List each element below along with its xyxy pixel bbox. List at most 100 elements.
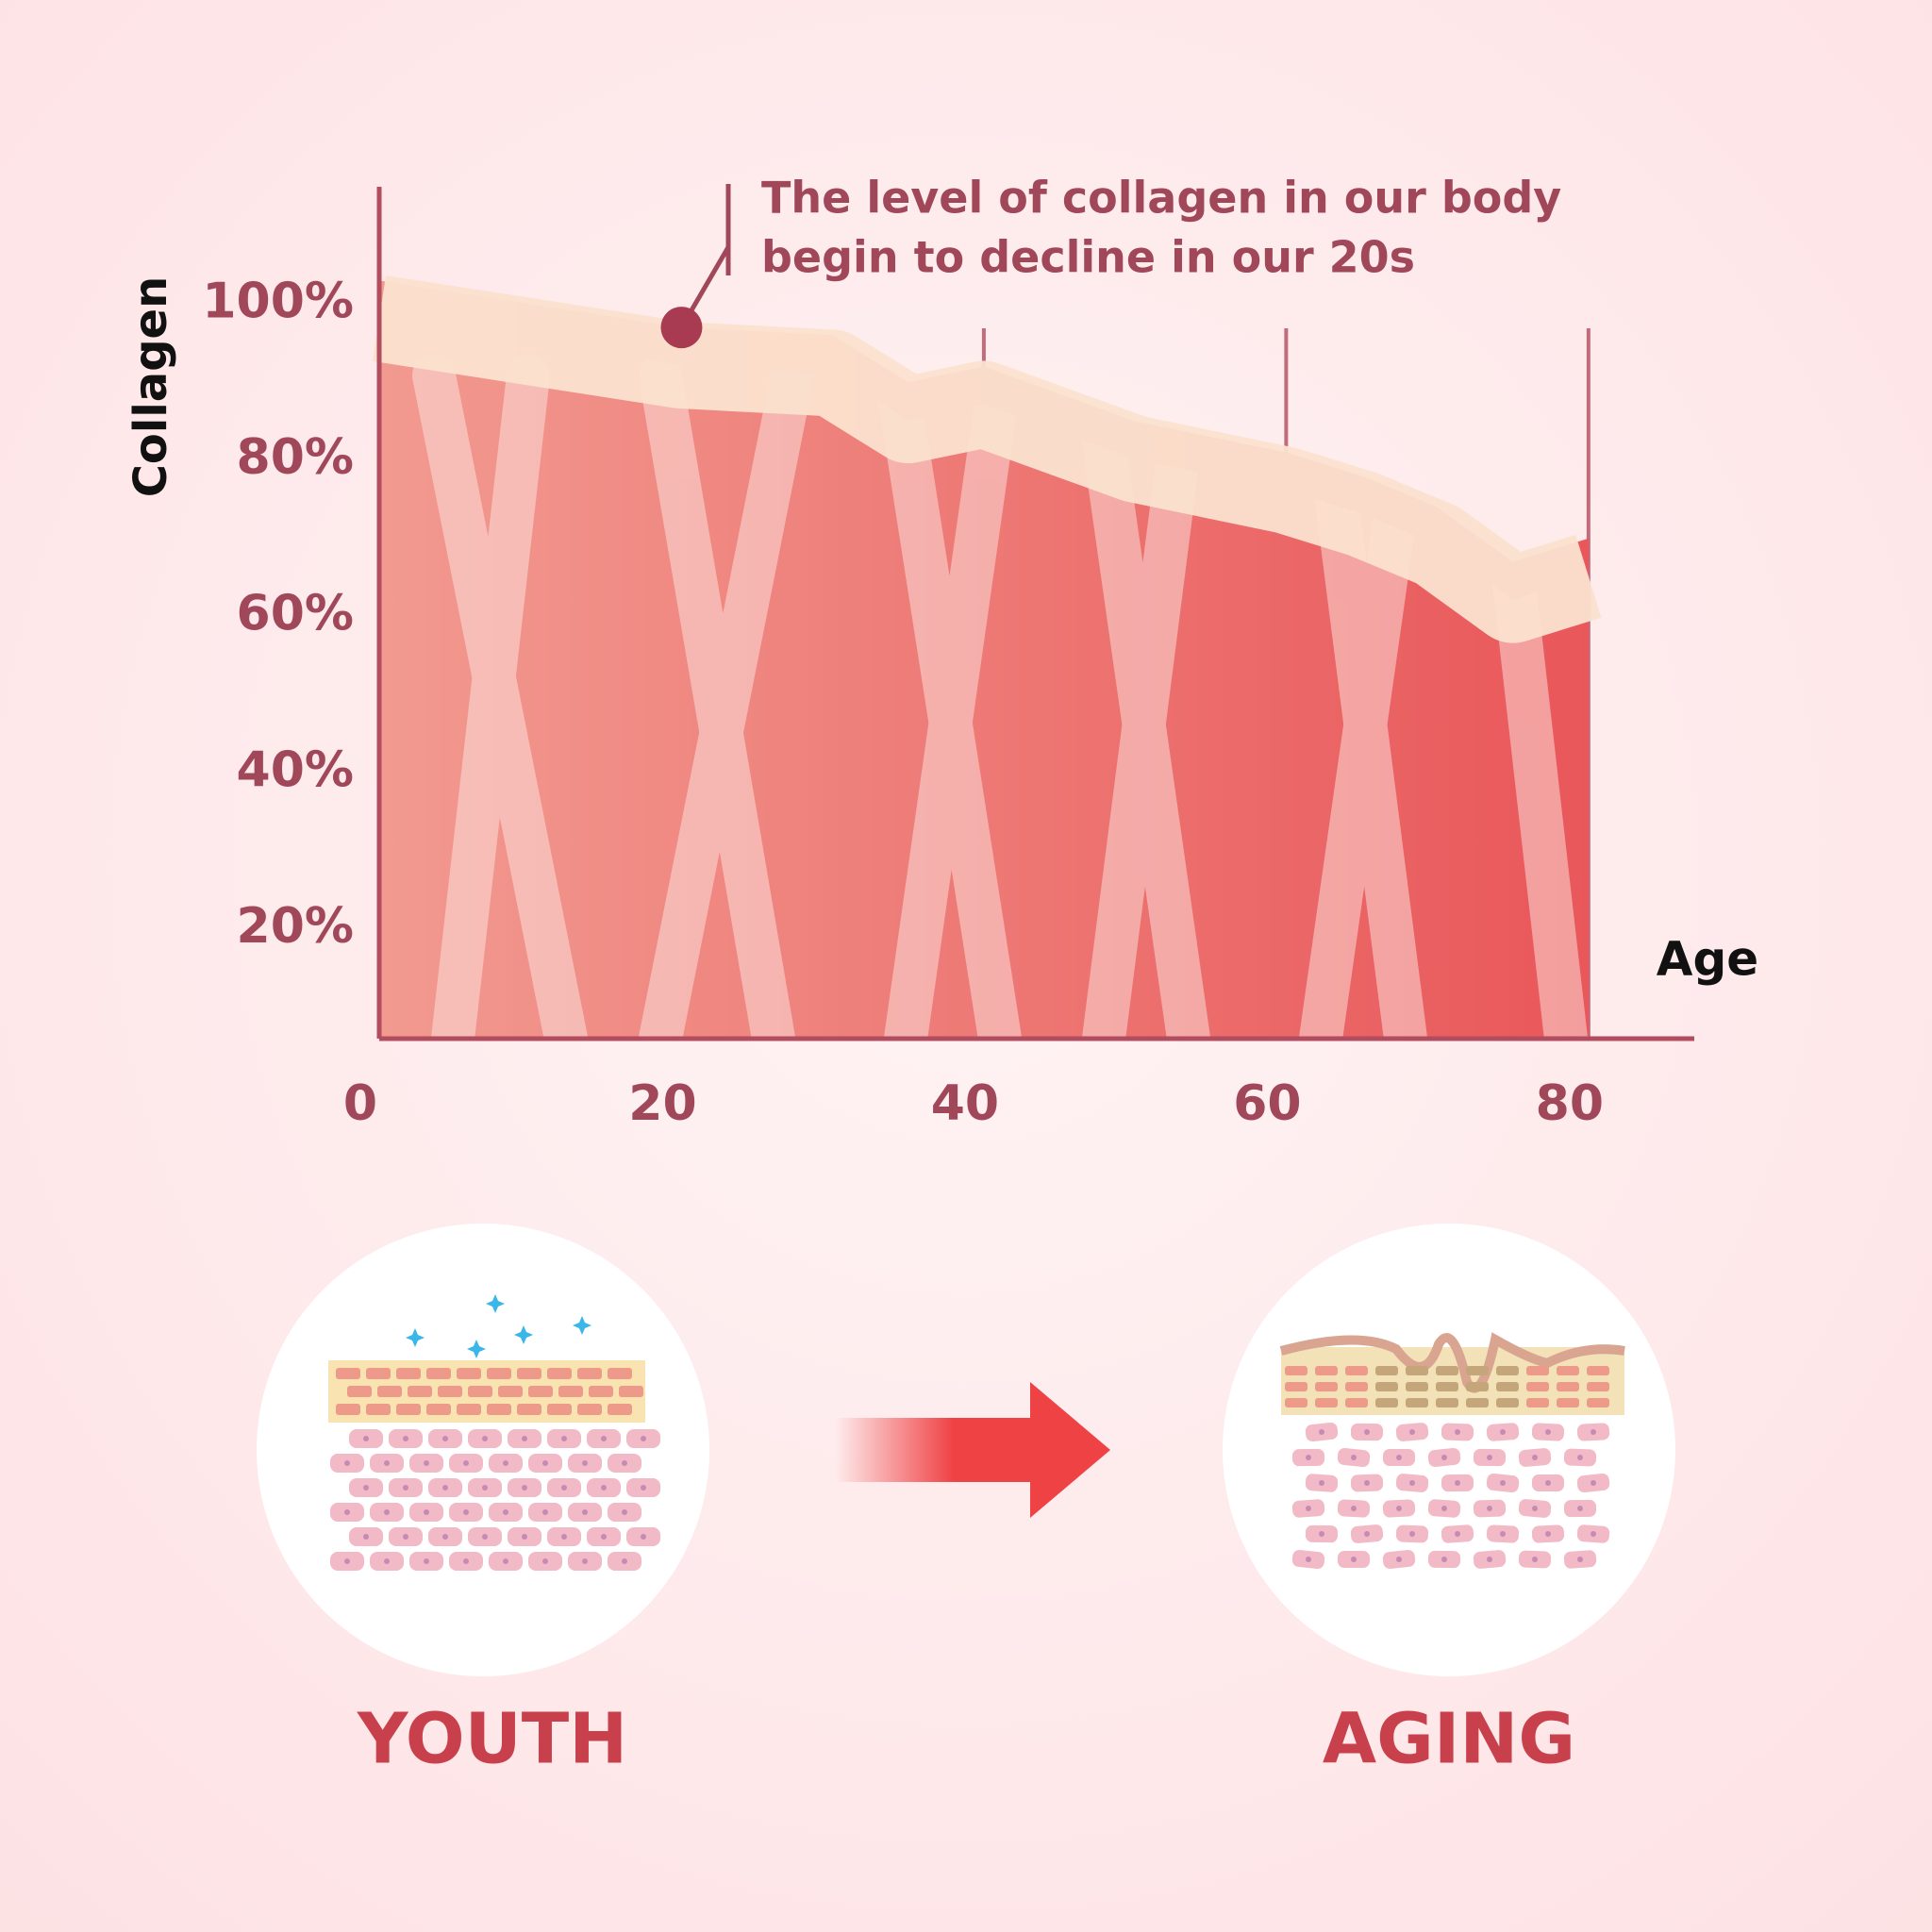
- nucleus: [1487, 1455, 1492, 1460]
- nucleus: [601, 1485, 607, 1491]
- sparkle: [573, 1316, 591, 1335]
- x-tick-label: 0: [343, 1075, 377, 1132]
- nucleus: [1591, 1429, 1596, 1435]
- nucleus: [384, 1558, 390, 1564]
- nucleus: [403, 1436, 408, 1441]
- nucleus: [1532, 1557, 1538, 1562]
- brick: [408, 1386, 432, 1397]
- brick: [1466, 1366, 1489, 1375]
- annotation: begin to decline in our 20s: [761, 232, 1415, 283]
- brick: [1285, 1398, 1307, 1407]
- brick: [1375, 1398, 1398, 1407]
- brick: [1496, 1398, 1519, 1407]
- sparkle: [406, 1328, 425, 1347]
- brick: [1526, 1382, 1549, 1391]
- nucleus: [463, 1558, 469, 1564]
- nucleus: [1351, 1506, 1357, 1511]
- brick: [1526, 1398, 1549, 1407]
- x-tick-label: 40: [931, 1075, 999, 1132]
- nucleus: [463, 1460, 469, 1466]
- nucleus: [601, 1534, 607, 1540]
- brick: [1436, 1366, 1458, 1375]
- nucleus: [482, 1436, 488, 1441]
- brick: [1436, 1398, 1458, 1407]
- collagen-band: [372, 275, 1602, 643]
- brick: [377, 1386, 402, 1397]
- brick: [1466, 1398, 1489, 1407]
- sparkle: [467, 1340, 486, 1358]
- brick: [547, 1368, 572, 1379]
- nucleus: [1500, 1480, 1506, 1486]
- brick: [528, 1386, 553, 1397]
- brick: [1587, 1398, 1609, 1407]
- youth-circle: [257, 1224, 709, 1676]
- brick: [1587, 1382, 1609, 1391]
- nucleus: [1532, 1455, 1538, 1460]
- nucleus: [482, 1485, 488, 1491]
- nucleus: [1351, 1455, 1357, 1460]
- arrow-shaft: [835, 1418, 1033, 1482]
- nucleus: [442, 1436, 448, 1441]
- y-tick-label: 100%: [202, 273, 354, 329]
- nucleus: [403, 1534, 408, 1540]
- nucleus: [1306, 1455, 1311, 1460]
- nucleus: [641, 1485, 646, 1491]
- brick: [517, 1404, 541, 1415]
- x-tick-label: 60: [1233, 1075, 1301, 1132]
- brick: [608, 1404, 632, 1415]
- nucleus: [344, 1558, 350, 1564]
- brick: [589, 1386, 613, 1397]
- nucleus: [1409, 1480, 1415, 1486]
- chart: 0 20 40 60 80 20% 40% 60% 80% 100%: [202, 184, 1694, 1132]
- nucleus: [1545, 1531, 1551, 1537]
- nucleus: [542, 1460, 548, 1466]
- brick: [336, 1404, 360, 1415]
- brick: [426, 1404, 451, 1415]
- nucleus: [424, 1460, 429, 1466]
- brick: [1406, 1366, 1428, 1375]
- annotation-dot: [660, 307, 703, 349]
- nucleus: [522, 1436, 527, 1441]
- brick: [1345, 1398, 1368, 1407]
- nucleus: [1487, 1557, 1492, 1562]
- brick: [336, 1368, 360, 1379]
- nucleus: [582, 1460, 588, 1466]
- nucleus: [641, 1436, 646, 1441]
- brick: [1526, 1366, 1549, 1375]
- fiber: [639, 354, 814, 1039]
- nucleus: [622, 1558, 627, 1564]
- nucleus: [641, 1534, 646, 1540]
- nucleus: [1487, 1506, 1492, 1511]
- nucleus: [1364, 1429, 1370, 1435]
- x-tick-label: 80: [1536, 1075, 1604, 1132]
- nucleus: [1500, 1429, 1506, 1435]
- nucleus: [503, 1509, 508, 1515]
- nucleus: [424, 1509, 429, 1515]
- brick: [1285, 1366, 1307, 1375]
- nucleus: [363, 1436, 369, 1441]
- brick: [487, 1404, 511, 1415]
- nucleus: [1532, 1506, 1538, 1511]
- nucleus: [1545, 1429, 1551, 1435]
- nucleus: [1319, 1480, 1324, 1486]
- brick: [1345, 1382, 1368, 1391]
- brick: [547, 1404, 572, 1415]
- nucleus: [1319, 1429, 1324, 1435]
- nucleus: [1441, 1557, 1447, 1562]
- brick: [396, 1368, 421, 1379]
- nucleus: [561, 1436, 567, 1441]
- nucleus: [1455, 1531, 1460, 1537]
- nucleus: [1364, 1531, 1370, 1537]
- nucleus: [1306, 1557, 1311, 1562]
- nucleus: [542, 1509, 548, 1515]
- nucleus: [1409, 1531, 1415, 1537]
- brick: [1496, 1366, 1519, 1375]
- nucleus: [561, 1485, 567, 1491]
- brick: [1375, 1366, 1398, 1375]
- brick: [347, 1386, 372, 1397]
- brick: [1375, 1382, 1398, 1391]
- sparkle: [514, 1325, 533, 1344]
- brick: [577, 1368, 602, 1379]
- brick: [487, 1368, 511, 1379]
- brick: [366, 1368, 391, 1379]
